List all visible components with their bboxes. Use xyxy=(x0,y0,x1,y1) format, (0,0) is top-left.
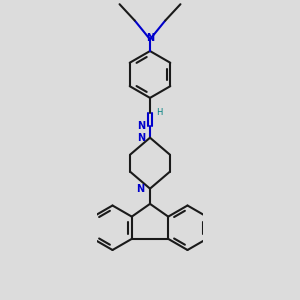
Text: N: N xyxy=(137,121,145,131)
Text: H: H xyxy=(156,108,163,117)
Text: N: N xyxy=(136,184,144,194)
Text: N: N xyxy=(146,33,154,43)
Text: N: N xyxy=(137,133,145,143)
